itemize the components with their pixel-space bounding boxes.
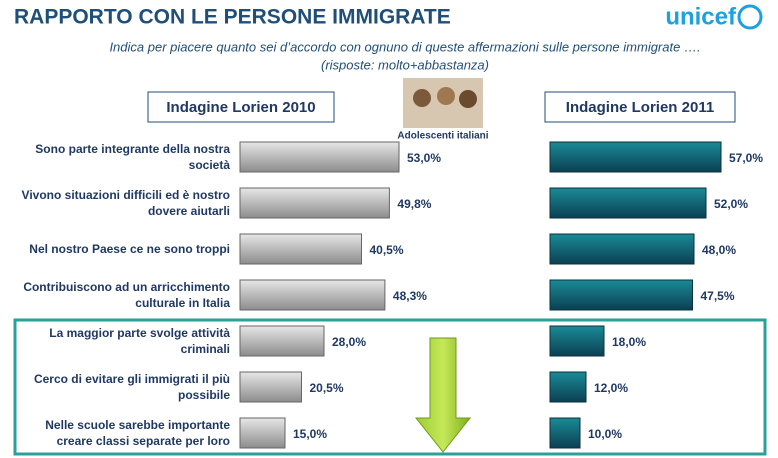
bar xyxy=(239,141,400,173)
bar xyxy=(549,233,695,265)
down-arrow xyxy=(414,337,472,453)
subtitle: (risposte: molto+abbastanza) xyxy=(321,57,489,72)
value-label: 20,5% xyxy=(310,381,344,395)
photo-detail xyxy=(437,87,455,105)
value-label: 49,8% xyxy=(397,197,431,211)
value-label: 52,0% xyxy=(714,197,748,211)
photo-detail xyxy=(413,89,431,107)
category-label: Contribuiscono ad un arricchimento cultu… xyxy=(23,280,230,310)
bar xyxy=(549,417,581,449)
legend-box xyxy=(544,91,736,123)
category-label: Sono parte integrante della nostra socie… xyxy=(35,142,230,172)
legend-label: Indagine Lorien 2010 xyxy=(166,99,315,116)
bar xyxy=(549,141,722,173)
bar xyxy=(549,187,707,219)
bar xyxy=(549,371,587,403)
value-label: 47,5% xyxy=(701,289,735,303)
legend-box xyxy=(147,91,335,123)
photo-detail xyxy=(459,90,477,108)
value-label: 57,0% xyxy=(729,151,763,165)
highlight-box xyxy=(13,318,767,456)
category-label: Cerco di evitare gli immigrati il più po… xyxy=(33,372,230,402)
bar xyxy=(239,233,362,265)
value-label: 28,0% xyxy=(332,335,366,349)
bar xyxy=(239,187,390,219)
value-label: 48,3% xyxy=(393,289,427,303)
logo: unicef xyxy=(665,3,737,30)
logo-globe xyxy=(737,4,763,30)
bar xyxy=(239,417,286,449)
bar xyxy=(239,371,302,403)
bar xyxy=(239,325,325,357)
value-label: 40,5% xyxy=(370,243,404,257)
bar xyxy=(549,325,605,357)
category-label: Vivono situazioni difficili ed è nostro … xyxy=(21,188,230,218)
category-label: La maggior parte svolge attività crimina… xyxy=(49,326,230,356)
bar xyxy=(239,279,386,311)
value-label: 48,0% xyxy=(702,243,736,257)
value-label: 12,0% xyxy=(594,381,628,395)
legend-label: Indagine Lorien 2011 xyxy=(566,99,714,116)
value-label: 10,0% xyxy=(588,427,622,441)
category-label: Nelle scuole sarebbe importante creare c… xyxy=(45,418,230,448)
value-label: 15,0% xyxy=(293,427,327,441)
category-label: Nel nostro Paese ce ne sono troppi xyxy=(29,242,230,256)
value-label: 18,0% xyxy=(612,335,646,349)
bar xyxy=(549,279,693,311)
title: RAPPORTO CON LE PERSONE IMMIGRATE xyxy=(14,6,451,29)
subtitle: Indica per piacere quanto sei d’accordo … xyxy=(109,39,700,54)
value-label: 53,0% xyxy=(407,151,441,165)
annotation: Adolescenti italiani xyxy=(397,131,488,142)
